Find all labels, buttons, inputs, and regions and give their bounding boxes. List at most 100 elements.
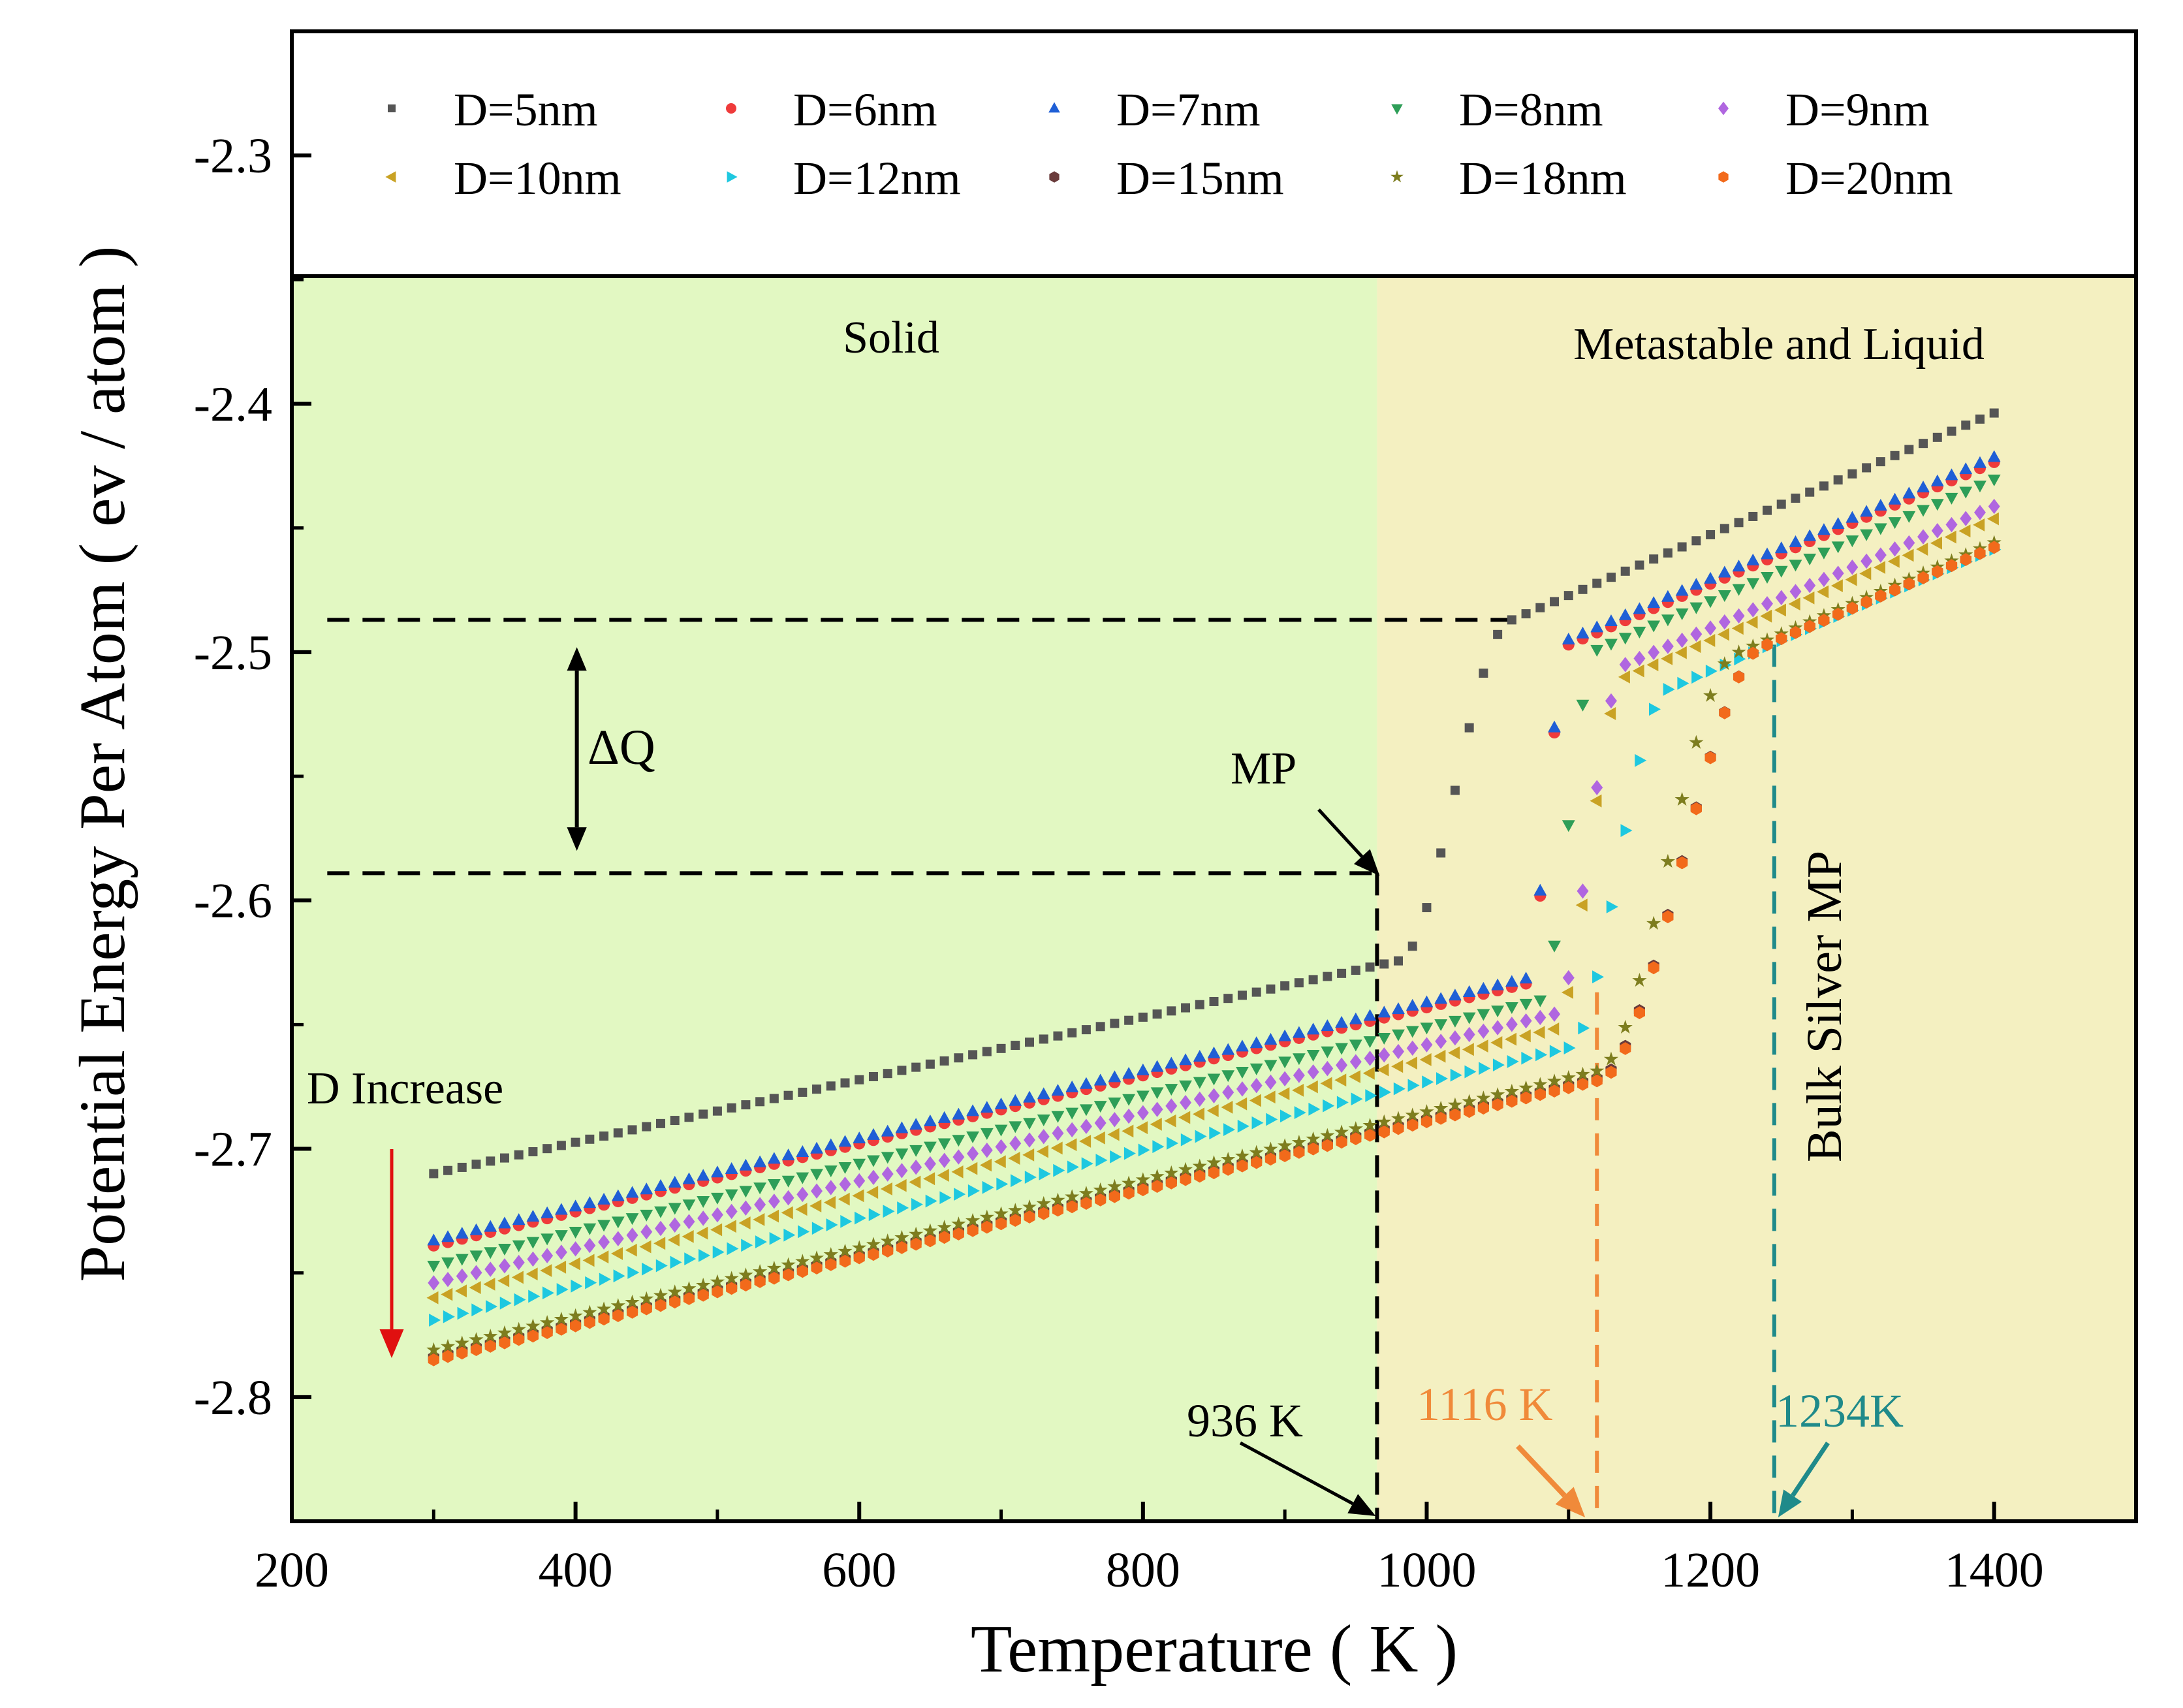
point-D=10nm-1260 bbox=[1788, 597, 1800, 610]
point-D=5nm-960 bbox=[1365, 962, 1375, 972]
point-D=7nm-1380 bbox=[1959, 462, 1973, 475]
point-D=12nm-1150 bbox=[1635, 753, 1647, 767]
point-D=7nm-660 bbox=[937, 1111, 951, 1123]
point-D=20nm-1340 bbox=[1903, 577, 1915, 591]
point-D=7nm-1100 bbox=[1562, 633, 1575, 645]
point-D=10nm-710 bbox=[1008, 1152, 1020, 1165]
point-D=9nm-1050 bbox=[1492, 1020, 1504, 1036]
point-D=7nm-1300 bbox=[1845, 511, 1859, 523]
point-D=9nm-1100 bbox=[1562, 970, 1575, 986]
point-D=12nm-330 bbox=[471, 1303, 484, 1317]
point-D=5nm-880 bbox=[1251, 987, 1261, 997]
delta-q-arrow-up bbox=[567, 647, 587, 764]
point-D=10nm-480 bbox=[682, 1230, 694, 1243]
point-D=7nm-870 bbox=[1236, 1039, 1249, 1052]
point-D=10nm-1050 bbox=[1490, 1036, 1503, 1049]
mp-arrow-head bbox=[1353, 849, 1380, 876]
point-D=10nm-670 bbox=[951, 1165, 964, 1178]
point-D=8nm-1170 bbox=[1661, 614, 1674, 627]
point-D=10nm-680 bbox=[966, 1162, 978, 1175]
point-D=20nm-580 bbox=[825, 1257, 837, 1271]
point-D=5nm-1230 bbox=[1748, 511, 1758, 521]
point-D=20nm-520 bbox=[740, 1278, 751, 1292]
point-D=20nm-890 bbox=[1264, 1152, 1276, 1166]
point-D=9nm-780 bbox=[1108, 1112, 1121, 1128]
point-D=5nm-1080 bbox=[1535, 603, 1545, 612]
point-D=18nm-1050 bbox=[1490, 1087, 1505, 1101]
point-D=10nm-1170 bbox=[1661, 652, 1673, 665]
point-D=5nm-1220 bbox=[1734, 518, 1744, 528]
point-D=10nm-1090 bbox=[1547, 1022, 1560, 1036]
point-D=12nm-920 bbox=[1308, 1102, 1321, 1116]
point-D=8nm-650 bbox=[923, 1141, 937, 1154]
point-D=8nm-700 bbox=[994, 1124, 1008, 1137]
point-D=18nm-510 bbox=[724, 1271, 739, 1285]
point-D=20nm-840 bbox=[1194, 1169, 1206, 1183]
point-D=9nm-1220 bbox=[1733, 608, 1745, 624]
t1234-label: 1234K bbox=[1776, 1385, 1904, 1437]
point-D=18nm-640 bbox=[909, 1226, 924, 1241]
point-D=7nm-1040 bbox=[1477, 981, 1490, 994]
series-D=10nm bbox=[426, 512, 1999, 1305]
t1116-arrow bbox=[1516, 1444, 1586, 1517]
point-D=18nm-830 bbox=[1178, 1162, 1193, 1176]
point-D=5nm-1150 bbox=[1635, 560, 1644, 570]
point-D=8nm-1140 bbox=[1618, 633, 1632, 645]
point-D=7nm-420 bbox=[597, 1192, 610, 1205]
point-D=20nm-960 bbox=[1364, 1128, 1376, 1142]
point-D=5nm-530 bbox=[755, 1097, 765, 1107]
point-D=18nm-590 bbox=[838, 1243, 853, 1257]
point-D=8nm-1030 bbox=[1462, 1012, 1476, 1024]
point-D=5nm-730 bbox=[1039, 1034, 1048, 1044]
point-D=9nm-390 bbox=[555, 1244, 567, 1260]
point-D=9nm-370 bbox=[527, 1251, 539, 1267]
point-D=8nm-1220 bbox=[1732, 584, 1746, 596]
legend-marker-D=5nm bbox=[388, 104, 396, 112]
point-D=9nm-1000 bbox=[1421, 1037, 1433, 1052]
point-D=9nm-640 bbox=[910, 1160, 922, 1175]
point-D=5nm-1320 bbox=[1876, 457, 1885, 467]
point-D=9nm-1110 bbox=[1577, 883, 1589, 899]
y-tick-label-1: -2.4 bbox=[194, 377, 272, 432]
point-D=5nm-820 bbox=[1167, 1006, 1176, 1016]
point-D=8nm-370 bbox=[526, 1237, 540, 1249]
point-D=8nm-720 bbox=[1023, 1118, 1036, 1130]
point-D=20nm-1320 bbox=[1875, 589, 1887, 603]
point-D=8nm-820 bbox=[1165, 1084, 1178, 1096]
point-D=9nm-1200 bbox=[1704, 620, 1717, 636]
point-D=18nm-960 bbox=[1362, 1117, 1377, 1132]
point-D=20nm-590 bbox=[839, 1254, 851, 1268]
mp-arrow bbox=[1317, 808, 1380, 876]
point-D=5nm-1070 bbox=[1521, 609, 1531, 619]
point-D=7nm-330 bbox=[469, 1223, 483, 1235]
legend-marker-D=7nm bbox=[1048, 102, 1060, 113]
point-D=5nm-460 bbox=[656, 1118, 665, 1128]
legend-item-D=5nm: D=5nm bbox=[388, 84, 598, 136]
point-D=18nm-840 bbox=[1192, 1158, 1207, 1173]
point-D=8nm-600 bbox=[853, 1158, 866, 1171]
point-D=9nm-800 bbox=[1137, 1105, 1149, 1121]
point-D=7nm-1110 bbox=[1576, 626, 1590, 639]
point-D=20nm-1200 bbox=[1704, 751, 1716, 765]
point-D=5nm-1250 bbox=[1776, 499, 1786, 509]
point-D=7nm-580 bbox=[824, 1138, 838, 1150]
point-D=8nm-1130 bbox=[1605, 639, 1618, 651]
point-D=20nm-530 bbox=[754, 1275, 766, 1288]
legend-label-D=18nm: D=18nm bbox=[1459, 152, 1627, 204]
point-D=10nm-520 bbox=[738, 1216, 751, 1229]
point-D=10nm-330 bbox=[469, 1281, 481, 1294]
point-D=7nm-1210 bbox=[1718, 565, 1731, 578]
d-increase-label: D Increase bbox=[307, 1064, 503, 1114]
point-D=18nm-1180 bbox=[1674, 791, 1689, 806]
d-increase-arrow bbox=[379, 1149, 404, 1358]
t1234-arrow-head bbox=[1778, 1489, 1802, 1517]
legend-layer: D=5nm D=6nm D=7nm D=8nm D=9nm D=10nm D=12nm D=1… bbox=[385, 84, 1953, 204]
point-D=20nm-700 bbox=[995, 1217, 1007, 1231]
point-D=5nm-610 bbox=[868, 1071, 878, 1081]
point-D=12nm-730 bbox=[1039, 1167, 1051, 1180]
point-D=7nm-890 bbox=[1264, 1032, 1278, 1045]
point-D=10nm-530 bbox=[753, 1212, 765, 1226]
point-D=12nm-420 bbox=[599, 1273, 611, 1286]
point-D=8nm-1100 bbox=[1562, 820, 1575, 832]
point-D=18nm-910 bbox=[1291, 1135, 1307, 1149]
